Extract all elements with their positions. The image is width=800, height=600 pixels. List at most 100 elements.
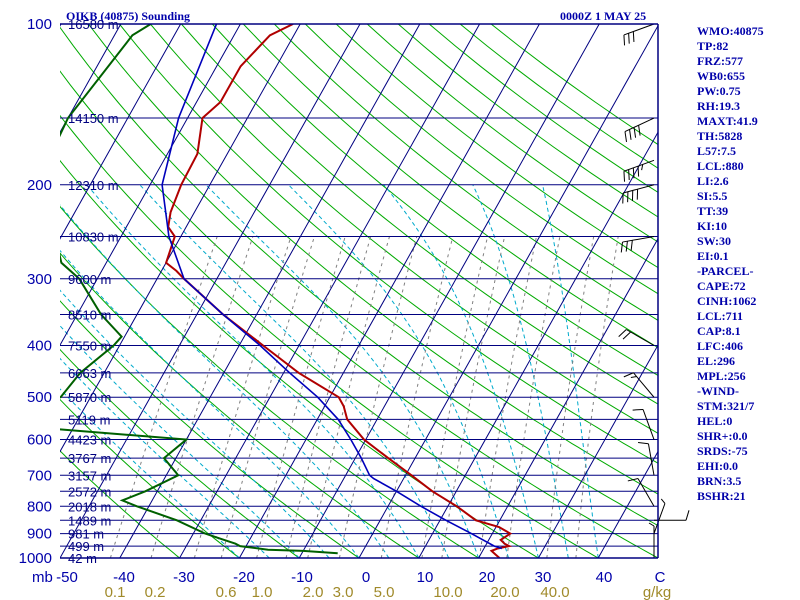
barb-staff (623, 159, 655, 172)
height-label: 10830 m (68, 229, 119, 244)
barb-flag (630, 240, 633, 251)
barb-flag (633, 127, 637, 138)
index-line: PW:0.75 (697, 84, 741, 98)
mixing-ratio-label: 0.1 (105, 584, 126, 600)
index-line: TP:82 (697, 39, 729, 53)
index-line: SI:5.5 (697, 189, 728, 203)
moist-adiabat (60, 249, 360, 558)
wind-barb (632, 408, 655, 440)
adiabat-lines (60, 24, 658, 558)
wind-barb (623, 372, 655, 398)
barb-flag (629, 129, 632, 140)
index-line: KI:10 (697, 219, 727, 233)
index-line: WB0:655 (697, 69, 745, 83)
pressure-tick-label: 100 (27, 16, 52, 33)
index-line: -WIND- (697, 384, 739, 398)
moist-adiabat (86, 184, 420, 558)
wind-barb (623, 23, 655, 46)
indices-panel: WMO:40875 TP:82 FRZ:577 WB0:655 PW:0.75 RH:19… (697, 24, 764, 504)
height-label: 5119 m (68, 412, 110, 427)
mixing-ratio-line (150, 236, 254, 558)
temperature-tick-label: -30 (173, 569, 195, 586)
barb-flag (623, 372, 634, 378)
barb-flag (638, 442, 649, 445)
index-line: EL:296 (697, 354, 736, 368)
isotherm (478, 237, 658, 558)
index-line: TT:39 (697, 204, 729, 218)
barb-flag (632, 31, 635, 42)
isotherm (119, 24, 421, 558)
dry-adiabat (60, 26, 658, 527)
index-line: CINH:1062 (697, 294, 757, 308)
height-label: 7550 m (68, 339, 111, 354)
moist-adiabat (288, 184, 509, 558)
wind-barb (638, 442, 655, 476)
station-title: OIKB (40875) Sounding (66, 9, 191, 23)
isotherm (597, 450, 658, 558)
index-line: HEL:0 (697, 414, 733, 428)
index-line: SW:30 (697, 234, 732, 248)
wind-barb (653, 498, 666, 534)
wind-barb (620, 236, 655, 253)
dry-adiabat (60, 252, 420, 558)
temperature-tick-label: -10 (291, 569, 313, 586)
temperature-tick-label: 0 (362, 569, 370, 586)
barb-flag (620, 241, 623, 253)
mixing-ratio-label: 20.0 (490, 584, 519, 600)
index-line: LFC:406 (697, 339, 743, 353)
sounding-profiles (60, 24, 513, 558)
index-line: LI:2.6 (697, 174, 729, 188)
height-label: 9600 m (68, 272, 111, 287)
mixing-ratio-label: g/kg (643, 584, 671, 600)
index-line: MPL:256 (697, 369, 746, 383)
barb-flag (685, 510, 690, 521)
index-line: CAP:8.1 (697, 324, 741, 338)
index-line: BRN:3.5 (697, 474, 742, 488)
barb-flag (660, 498, 666, 504)
mixing-ratio-label: 2.0 (303, 584, 324, 600)
barb-flag (632, 167, 635, 179)
height-label: 3157 m (68, 468, 111, 483)
barb-flag (632, 408, 644, 411)
barb-staff (647, 443, 655, 476)
temperature-tick-label: -40 (113, 569, 135, 586)
wind-barb (618, 329, 655, 346)
index-line: LCL:711 (697, 309, 744, 323)
barb-staff (623, 23, 655, 36)
barb-flag (641, 164, 644, 171)
mixing-ratio-label: 0.2 (145, 584, 166, 600)
index-line: LCL:880 (697, 159, 744, 173)
mixing-ratio-label: 40.0 (540, 584, 569, 600)
pressure-tick-label: 900 (27, 526, 52, 543)
mixing-ratio-label: 10.0 (433, 584, 462, 600)
height-label: 981 m (68, 527, 104, 542)
index-line: L57:7.5 (697, 144, 736, 158)
mixing-ratio-label: 5.0 (374, 584, 395, 600)
isotherm (298, 24, 600, 558)
height-label: 12310 m (68, 178, 119, 193)
sounding-time: 0000Z 1 MAY 25 (560, 9, 647, 23)
mixing-ratio-lines (109, 236, 619, 558)
barb-staff (633, 372, 655, 398)
isotherm (60, 24, 301, 453)
moist-adiabat (205, 184, 480, 558)
barb-staff (626, 329, 655, 346)
barb-staff (622, 184, 655, 194)
pressure-tick-label: 700 (27, 467, 52, 484)
temperature-tick-label: 40 (596, 569, 613, 586)
mixing-ratio-line (256, 236, 346, 558)
barb-flag (623, 34, 626, 46)
isotherm (358, 24, 658, 558)
pressure-tick-label: 800 (27, 498, 52, 515)
index-line: EHI:0.0 (697, 459, 739, 473)
isotherm (0, 24, 1, 558)
mixing-ratio-line (307, 236, 390, 558)
mixing-ratio-line (193, 236, 292, 558)
dry-adiabat (88, 24, 658, 495)
height-label: 6663 m (68, 366, 111, 381)
barb-flag (624, 131, 628, 142)
temperature-tick-label: C (655, 569, 666, 586)
barb-staff (624, 117, 655, 133)
